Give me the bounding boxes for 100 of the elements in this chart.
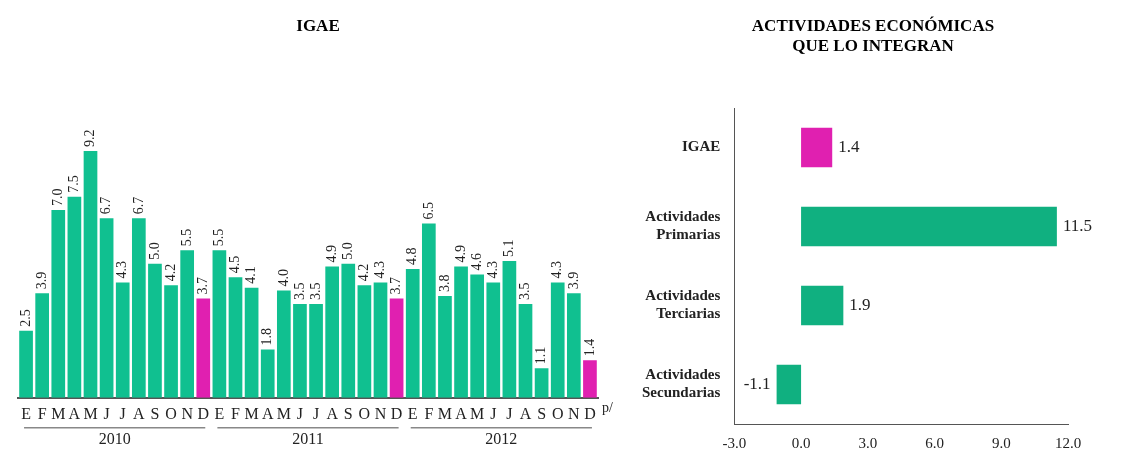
data-label: 6.7	[130, 196, 146, 215]
data-label: 3.9	[33, 271, 49, 290]
data-label: 3.9	[565, 271, 581, 290]
x-tick-label: N	[181, 404, 194, 422]
bar	[454, 266, 468, 398]
bar	[19, 330, 33, 398]
x-tick-label: A	[261, 404, 274, 422]
data-label: 1.9	[849, 294, 871, 314]
x-tick-label: 3.0	[858, 434, 878, 451]
data-label: 4.1	[243, 266, 259, 284]
bar	[293, 303, 307, 398]
x-tick-label: M	[244, 404, 259, 422]
data-label: 4.2	[356, 263, 372, 282]
data-label: 6.7	[98, 196, 114, 215]
bar	[566, 293, 581, 398]
data-label: 1.4	[838, 136, 860, 156]
bar	[212, 250, 227, 398]
x-tick-label: J	[312, 404, 320, 422]
bar	[438, 295, 452, 398]
x-tick-label: J	[296, 404, 304, 422]
bar	[534, 368, 549, 398]
bar	[405, 269, 420, 398]
y-tick-label: Actividades Terciarias	[645, 287, 721, 322]
x-tick-label: A	[133, 404, 146, 422]
data-label: 4.6	[468, 252, 484, 271]
data-label: 3.5	[291, 282, 307, 300]
x-tick-label: 9.0	[991, 434, 1011, 451]
x-tick-label: F	[37, 404, 47, 422]
x-tick-label: M	[470, 404, 485, 422]
x-tick-label: D	[584, 404, 596, 422]
x-tick-label: A	[519, 404, 532, 422]
y-tick-label: IGAE	[682, 138, 721, 155]
x-tick-label: A	[326, 404, 339, 422]
bar	[309, 303, 323, 398]
x-tick-label: S	[343, 404, 353, 422]
x-tick-label: D	[197, 404, 210, 422]
bar	[502, 261, 517, 398]
x-tick-label: E	[407, 404, 418, 422]
x-tick-label: 12.0	[1054, 434, 1082, 451]
bar	[325, 266, 340, 398]
text: 2011	[292, 430, 324, 447]
x-tick-label: O	[358, 404, 371, 422]
chart-title: ACTIVIDADES ECONÓMICAS QUE LO INTEGRAN	[750, 15, 996, 57]
text: 2010	[98, 430, 131, 447]
x-tick-label: F	[231, 404, 241, 422]
x-tick-label: M	[276, 404, 291, 422]
data-label: 4.9	[452, 244, 468, 263]
text: 2012	[485, 430, 518, 447]
bar	[583, 360, 597, 398]
bar	[83, 151, 98, 398]
x-tick-label: J	[103, 404, 110, 422]
chart-title: IGAE	[295, 15, 341, 37]
x-tick-label: -3.0	[722, 434, 747, 451]
data-label: 5.5	[211, 228, 227, 247]
bar	[357, 285, 372, 398]
bar	[51, 210, 66, 398]
bar	[776, 364, 802, 405]
data-label: 7.5	[66, 175, 82, 193]
bar	[550, 282, 565, 398]
data-label: 3.7	[194, 277, 210, 295]
data-label: 4.3	[372, 260, 388, 279]
bar	[518, 303, 533, 398]
data-label: 3.5	[517, 282, 533, 300]
bar	[260, 349, 275, 398]
data-label: 1.8	[259, 328, 275, 346]
data-label: 9.2	[82, 129, 98, 148]
x-tick-label: 0.0	[791, 434, 811, 451]
x-tick-label: O	[551, 404, 564, 422]
x-tick-label: O	[165, 404, 177, 422]
data-label: 11.5	[1062, 215, 1092, 235]
x-tick-label: N	[568, 404, 581, 422]
data-label: 4.3	[114, 260, 130, 279]
x-tick-label: E	[21, 404, 31, 422]
bar	[486, 282, 501, 398]
bar	[131, 218, 146, 398]
x-tick-label: M	[83, 404, 98, 422]
bar	[801, 127, 833, 168]
bar	[196, 298, 211, 398]
bar	[276, 290, 291, 398]
x-tick-label: A	[68, 404, 81, 422]
bar	[389, 298, 404, 398]
data-label: 4.0	[275, 269, 291, 287]
bar	[801, 206, 1057, 247]
data-label: 3.7	[388, 277, 404, 295]
x-tick-label: M	[51, 404, 66, 422]
bar	[35, 293, 50, 398]
data-label: 3.8	[436, 274, 452, 292]
data-label: 5.0	[339, 242, 355, 260]
bar	[801, 285, 844, 326]
x-tick-label: J	[119, 404, 126, 422]
x-tick-label: M	[437, 404, 453, 422]
data-label: 4.3	[549, 260, 565, 279]
bar	[164, 285, 178, 398]
x-tick-label: S	[150, 404, 160, 422]
data-label: 4.3	[484, 260, 500, 279]
x-tick-label: N	[374, 404, 387, 422]
data-label: 4.5	[227, 255, 243, 274]
data-label: 5.5	[178, 228, 194, 247]
data-label: 1.4	[581, 338, 597, 357]
data-label: 6.5	[420, 201, 436, 220]
